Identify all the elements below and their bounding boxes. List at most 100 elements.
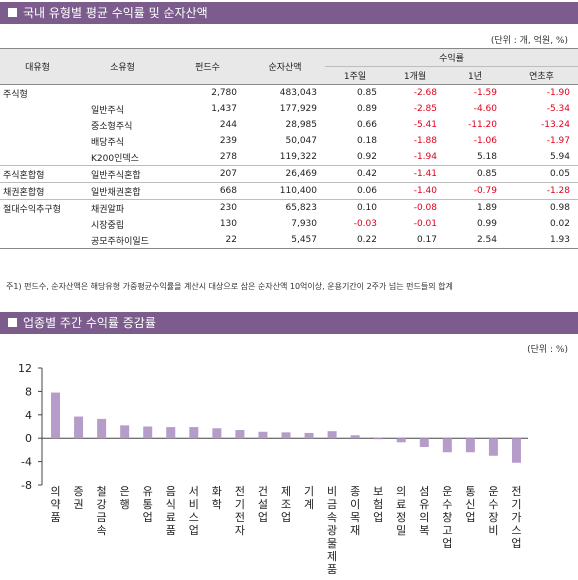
cell-1week: 0.89: [356, 104, 377, 114]
section1-unit: (단위 : 개, 억원, %): [490, 36, 568, 46]
bar: [419, 438, 429, 447]
cell-fund-count: 278: [219, 152, 237, 162]
cell-1week: 0.42: [325, 165, 385, 183]
cell-1month: -1.41: [385, 165, 445, 183]
table-footnote: 주1) 펀드수, 순자산액은 해당유형 가중평균수익률을 계산시 대상으로 삼은…: [6, 282, 453, 291]
x-category-label: 이: [350, 498, 360, 511]
x-category-label: 건: [258, 485, 268, 498]
x-category-label: 자: [235, 524, 245, 537]
cell-1year: -4.60: [473, 104, 497, 114]
cell-ytd: -1.97: [546, 136, 570, 146]
col-major-type: 대유형: [0, 48, 75, 85]
bar: [465, 438, 475, 453]
section1-title: 국내 유형별 평균 수익률 및 순자산액: [23, 6, 208, 20]
cell-fund-count: 244: [219, 120, 237, 130]
cell-ytd: 0.05: [505, 165, 578, 183]
x-category-label: 기: [235, 498, 245, 511]
x-category-label: 권: [74, 498, 84, 511]
x-category-label: 음: [166, 485, 176, 498]
x-category-label: 업: [373, 511, 383, 524]
cell-1year: 0.99: [476, 219, 497, 229]
x-category-label: 증: [74, 485, 84, 498]
cell-ytd: -13.24: [540, 120, 570, 130]
bar: [97, 418, 107, 439]
cell-net-assets: 28,985: [285, 120, 318, 130]
x-category-label: 기: [304, 485, 314, 498]
x-category-label: 은: [120, 485, 130, 498]
x-category-label: 고: [442, 524, 452, 537]
cell-minor-type: 시장중립: [91, 220, 125, 231]
x-category-label: 의: [50, 485, 60, 498]
x-category-label: 창: [442, 511, 452, 524]
x-category-label: 복: [419, 524, 429, 537]
cell-1month: -1.40: [385, 182, 445, 200]
bar: [373, 438, 383, 440]
col-ytd: 연초후: [505, 66, 578, 85]
cell-ytd: 5.94: [549, 152, 570, 162]
x-category-label: 식: [166, 498, 176, 511]
cell-1month: -0.01: [413, 219, 437, 229]
col-net-assets: 순자산액: [245, 48, 325, 85]
x-category-label: 스: [189, 511, 199, 524]
x-category-label: 업: [143, 511, 153, 524]
cell-major-type: [0, 149, 75, 166]
cell-1month: -1.88: [413, 136, 437, 146]
x-category-label: 약: [50, 497, 60, 511]
x-category-label: 철: [97, 485, 107, 498]
x-category-label: 밀: [396, 524, 406, 537]
table-row: 일반주식 1,437 177,929 0.89 -2.85 -4.60 -5.34: [0, 101, 578, 117]
x-category-label: 수: [488, 498, 498, 511]
bar: [442, 438, 452, 453]
cell-minor-type: 일반주식혼합: [75, 165, 170, 183]
y-tick-label: 12: [18, 362, 32, 375]
col-1week: 1주일: [325, 66, 385, 85]
x-category-label: 재: [350, 524, 360, 537]
cell-1week: 0.85: [325, 84, 385, 101]
cell-fund-count: 207: [170, 165, 245, 183]
x-category-label: 업: [258, 511, 268, 524]
cell-1year: 5.18: [476, 152, 497, 162]
table-row: 주식형 2,780 483,043 0.85 -2.68 -1.59 -1.90: [0, 84, 578, 101]
cell-fund-count: 22: [170, 232, 245, 249]
cell-1month: -1.94: [413, 152, 437, 162]
cell-net-assets: 5,457: [245, 232, 325, 249]
cell-net-assets: 483,043: [245, 84, 325, 101]
cell-ytd: -5.34: [546, 104, 570, 114]
x-category-label: 섬: [419, 485, 429, 498]
cell-1week: 0.66: [356, 120, 377, 130]
col-minor-type: 소유형: [75, 48, 170, 85]
x-category-label: 품: [327, 563, 337, 576]
cell-1week: 0.92: [356, 152, 377, 162]
x-category-label: 의: [419, 511, 429, 524]
x-category-label: 광: [327, 524, 337, 537]
x-category-label: 전: [235, 485, 245, 498]
cell-1week: 0.22: [325, 232, 385, 249]
section1-title-bar: 국내 유형별 평균 수익률 및 순자산액: [0, 2, 578, 24]
table-row: 시장중립 130 7,930 -0.03 -0.01 0.99 0.02: [0, 216, 578, 232]
x-category-label: 보: [373, 485, 383, 498]
cell-minor-type: 배당주식: [91, 137, 125, 148]
bar: [235, 430, 245, 439]
cell-1month: 0.17: [385, 232, 445, 249]
square-bullet-icon: [8, 318, 17, 327]
cell-ytd: -1.28: [505, 182, 578, 200]
x-category-label: 료: [396, 498, 406, 511]
cell-net-assets: 177,929: [279, 104, 317, 114]
cell-1week: 0.10: [325, 199, 385, 216]
cell-1year: -11.20: [467, 120, 497, 130]
cell-fund-count: 230: [170, 199, 245, 216]
x-category-label: 비: [189, 498, 199, 511]
bar: [304, 432, 314, 439]
cell-net-assets: 119,322: [279, 152, 317, 162]
bar: [120, 425, 130, 439]
table-row: 공모주하이일드 22 5,457 0.22 0.17 2.54 1.93: [0, 232, 578, 249]
x-category-label: 비: [327, 485, 337, 498]
x-category-label: 속: [97, 524, 107, 537]
x-category-label: 스: [511, 524, 521, 537]
bar: [281, 432, 291, 439]
x-category-label: 통: [465, 485, 475, 498]
x-category-label: 물: [327, 537, 337, 550]
cell-fund-count: 1,437: [211, 104, 237, 114]
cell-minor-type: [75, 84, 170, 101]
